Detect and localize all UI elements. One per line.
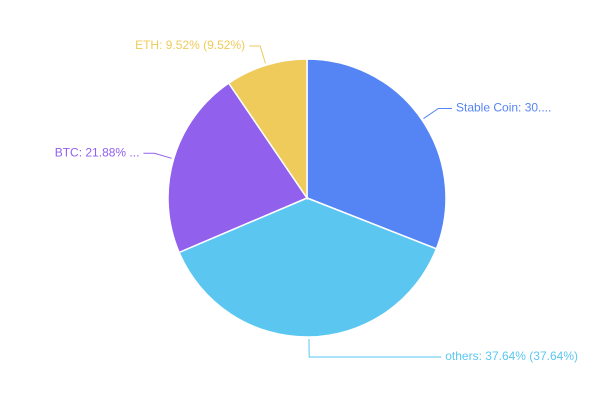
data-label: Stable Coin: 30.... (456, 101, 551, 115)
leader-line (308, 338, 442, 358)
pie-slice (306, 58, 447, 250)
leader-line (249, 45, 266, 64)
data-label: BTC: 21.88% ... (55, 145, 140, 159)
leader-line (143, 152, 172, 159)
data-label: others: 37.64% (37.64%) (445, 349, 578, 363)
pie-slice (167, 82, 309, 254)
pie-slice (227, 58, 308, 201)
leader-line (423, 107, 452, 120)
data-label: ETH: 9.52% (9.52%) (135, 38, 245, 52)
pie-slice (178, 197, 438, 338)
